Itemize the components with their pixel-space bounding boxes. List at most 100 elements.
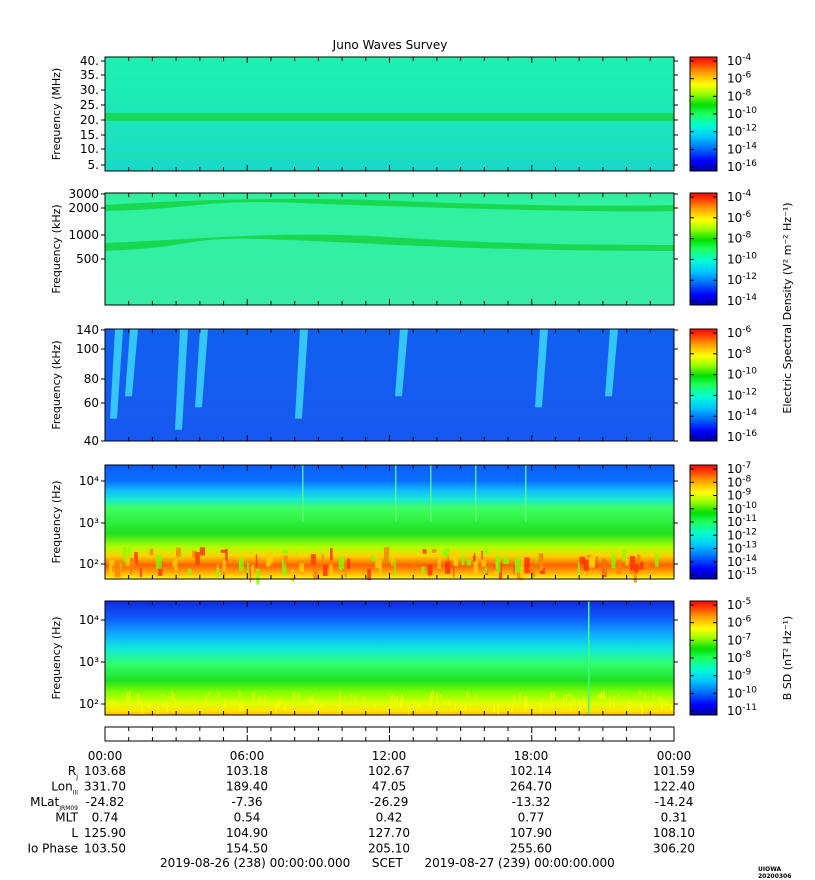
spectral-feature (625, 559, 629, 566)
spectral-feature (412, 562, 416, 567)
color-bar-tick-label: 10-15 (727, 567, 757, 582)
color-bar-tick-label: 10-4 (727, 53, 752, 68)
spectral-feature (551, 705, 553, 709)
y-tick-label: 80 (84, 372, 99, 386)
spectral-feature (538, 553, 544, 570)
spectral-feature (310, 698, 312, 705)
color-bar-tick-label: 10-8 (727, 474, 752, 489)
spectral-feature (550, 692, 553, 703)
spectral-feature (475, 693, 477, 700)
spectral-feature (583, 559, 590, 571)
spectral-feature (149, 548, 154, 556)
spectral-feature (266, 551, 271, 567)
spectral-feature (628, 699, 631, 709)
spectral-feature (391, 694, 393, 698)
spectral-feature (329, 564, 333, 574)
spectral-feature (155, 555, 162, 569)
spectral-feature (388, 549, 390, 563)
spectral-feature (239, 703, 241, 710)
spectral-feature (553, 691, 555, 698)
panel-3: 140 100 80 60 40 Frequency (kHz) 10-6 10-8 10-10… (50, 323, 757, 448)
spectral-feature (540, 701, 542, 714)
spectral-feature (617, 693, 620, 697)
emission-streak (395, 329, 408, 397)
x-tick-label: 00:00 (88, 749, 123, 763)
spectral-feature (174, 698, 177, 708)
spectral-feature (659, 696, 661, 701)
ephemeris-value: -24.82 (86, 795, 125, 809)
spectral-feature (448, 699, 450, 705)
spectral-feature (454, 549, 457, 566)
color-bar-tick-label: 10-10 (727, 106, 757, 121)
spectral-feature (514, 557, 521, 573)
color-bar-label: B SD (nT² Hz⁻¹) (781, 616, 794, 700)
spectral-feature (172, 693, 175, 699)
emission-band (105, 234, 674, 251)
spectral-feature (374, 704, 376, 707)
ephemeris-row-label: Io Phase (27, 842, 78, 856)
spectral-feature (557, 565, 560, 571)
ephemeris-value: 189.40 (226, 780, 268, 794)
spectral-feature (220, 549, 227, 553)
spectral-feature (291, 569, 295, 582)
color-bar-tick-label: 10-12 (727, 124, 757, 139)
spectral-feature (497, 704, 500, 716)
color-bar-tick-label: 10-14 (727, 408, 757, 423)
spectral-feature (347, 558, 351, 569)
color-bar-tick-label: 10-12 (727, 272, 757, 287)
ephemeris-value: 47.05 (372, 780, 406, 794)
spectral-feature (596, 556, 598, 569)
emission-band (105, 113, 674, 121)
spectral-feature (531, 569, 536, 577)
color-bar-tick-label: 10-10 (727, 251, 757, 266)
spectral-feature (199, 547, 206, 556)
y-tick-label: 20. (80, 113, 99, 127)
spectral-feature (129, 558, 136, 567)
spectral-feature (622, 550, 626, 562)
color-bar (689, 600, 718, 716)
spectral-feature (464, 703, 467, 711)
spectral-feature (316, 703, 319, 711)
spectrogram-panel-5 (105, 601, 674, 715)
spectral-feature (573, 697, 575, 704)
spectral-feature (421, 566, 425, 574)
spectral-feature (128, 547, 131, 564)
spectral-feature (529, 566, 535, 574)
spectral-feature (441, 699, 443, 703)
spectral-feature (241, 701, 243, 711)
spectral-feature (363, 696, 365, 701)
spectral-feature (484, 567, 488, 574)
y-tick-label: 10⁴ (79, 474, 99, 488)
spectral-feature (222, 560, 226, 572)
ephemeris-value: -13.32 (512, 795, 551, 809)
emission-streak (195, 329, 208, 408)
emission-streak (175, 329, 188, 430)
spectral-feature (114, 702, 116, 707)
y-tick-label: 500 (76, 252, 99, 266)
spectral-feature (481, 550, 483, 560)
spectral-feature (252, 691, 255, 702)
color-bar (689, 192, 718, 306)
spectral-feature (503, 557, 509, 564)
spectral-feature (192, 550, 197, 558)
y-tick-label: 40. (80, 54, 99, 68)
spectral-feature (602, 558, 606, 575)
y-axis-label: Frequency (Hz) (50, 617, 63, 700)
spectral-feature (249, 569, 251, 583)
spectral-feature (238, 557, 244, 571)
spectral-feature (598, 694, 600, 699)
spectral-feature (269, 554, 273, 564)
spectral-feature (539, 567, 545, 574)
spectral-feature (513, 695, 515, 703)
y-tick-label: 5. (88, 158, 99, 172)
ephemeris-value: 102.67 (368, 764, 410, 778)
spectrogram-panel-3 (105, 329, 674, 441)
emission-band (105, 154, 674, 157)
spectral-feature (644, 562, 650, 568)
spectral-feature (577, 562, 580, 575)
spectral-feature (401, 694, 403, 702)
color-bar-tick-label: 10-6 (727, 325, 752, 340)
spectral-feature (467, 695, 470, 699)
spectral-feature (136, 694, 139, 699)
